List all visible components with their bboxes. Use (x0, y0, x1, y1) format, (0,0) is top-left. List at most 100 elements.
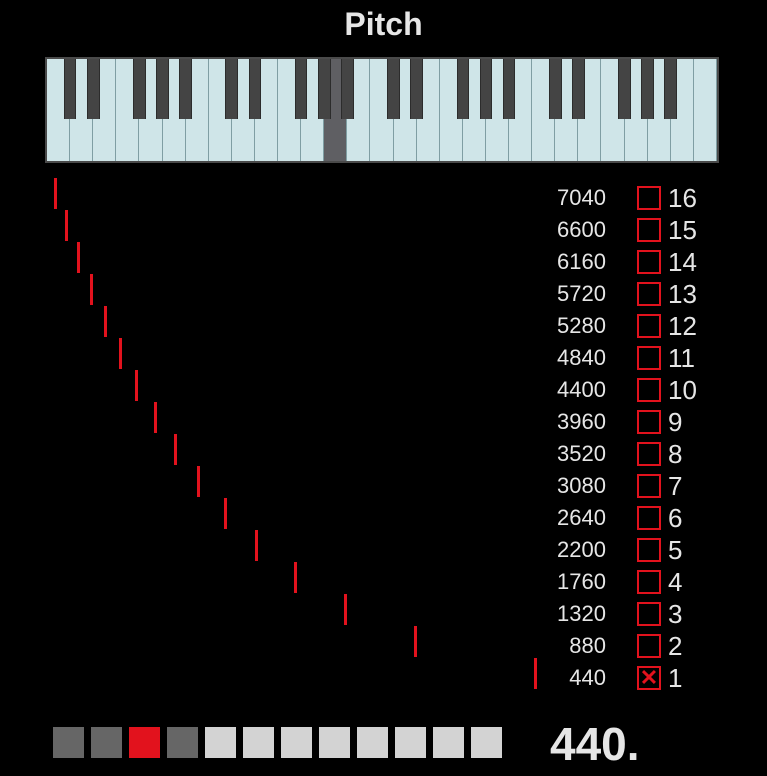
harmonic-number-label: 10 (668, 375, 697, 405)
harmonic-number-label: 4 (668, 567, 683, 597)
harmonic-number-label: 13 (668, 279, 697, 309)
piano-black-key[interactable] (548, 59, 562, 119)
selector-cell[interactable] (91, 727, 122, 758)
piano-white-key[interactable] (93, 59, 117, 161)
piano-black-key[interactable] (340, 59, 354, 119)
partial-frequency-label: 880 (569, 633, 606, 658)
piano-white-key[interactable] (255, 59, 279, 161)
harmonic-number-label: 11 (668, 343, 695, 373)
piano-white-key[interactable] (671, 59, 694, 161)
piano-black-key[interactable] (133, 59, 146, 119)
partial-pitch-line (77, 242, 81, 273)
harmonic-checkbox[interactable] (637, 474, 661, 498)
partial-frequency-label: 7040 (557, 185, 606, 210)
selector-cell[interactable] (53, 727, 84, 758)
partials-display (40, 170, 550, 710)
piano-black-key[interactable] (156, 59, 169, 119)
partial-frequency-label: 3960 (557, 409, 606, 434)
piano-white-key[interactable] (578, 59, 602, 161)
partial-frequency-label: 4840 (557, 345, 606, 370)
partial-pitch-line (174, 434, 177, 465)
harmonic-number-label: 7 (668, 471, 683, 501)
harmonic-checkbox[interactable] (637, 602, 661, 626)
piano-keyboard[interactable] (45, 57, 719, 163)
piano-black-key[interactable] (664, 59, 678, 119)
harmonic-checkbox[interactable] (637, 410, 661, 434)
harmonic-checkbox[interactable] (637, 282, 661, 306)
piano-black-key[interactable] (248, 59, 262, 119)
piano-white-key[interactable] (509, 59, 533, 161)
harmonic-checkbox[interactable]: ✕ (637, 666, 661, 690)
selector-cell[interactable] (281, 727, 312, 758)
piano-black-key[interactable] (479, 59, 493, 119)
partial-pitch-line (414, 626, 417, 657)
partial-frequency-label: 440 (569, 665, 606, 690)
piano-black-key[interactable] (179, 59, 192, 119)
selector-cell[interactable] (357, 727, 388, 758)
partial-pitch-line (54, 178, 57, 209)
partial-pitch-line (103, 306, 107, 337)
harmonic-checkbox[interactable] (637, 218, 661, 242)
harmonic-checkbox[interactable] (637, 346, 661, 370)
harmonic-checkbox[interactable] (637, 314, 661, 338)
partial-frequency-label: 2640 (557, 505, 606, 530)
check-mark-icon: ✕ (639, 665, 659, 690)
partial-frequency-label: 3080 (557, 473, 606, 498)
harmonic-checkbox[interactable] (637, 442, 661, 466)
partial-pitch-line (255, 530, 259, 561)
piano-black-key[interactable] (502, 59, 516, 119)
piano-black-key[interactable] (410, 59, 423, 119)
partial-pitch-line (294, 562, 297, 593)
selector-cell[interactable] (433, 727, 464, 758)
selector-cell[interactable] (319, 727, 350, 758)
piano-white-key[interactable] (694, 59, 717, 161)
piano-black-key[interactable] (572, 59, 585, 119)
selector-cell[interactable] (243, 727, 274, 758)
piano-white-key[interactable] (417, 59, 440, 161)
partial-frequency-label: 2200 (557, 537, 606, 562)
partial-frequency-label: 5720 (557, 281, 606, 306)
partial-pitch-line (534, 658, 537, 689)
harmonic-number-label: 16 (668, 183, 697, 213)
selector-cell[interactable] (129, 727, 160, 758)
harmonic-number-label: 12 (668, 311, 697, 341)
page-title: Pitch (344, 6, 423, 42)
piano-black-key[interactable] (317, 59, 331, 119)
piano-black-key[interactable] (63, 59, 77, 119)
partial-frequency-label: 4400 (557, 377, 606, 402)
piano-black-key[interactable] (387, 59, 400, 119)
harmonic-checkbox[interactable] (637, 538, 661, 562)
piano-white-key[interactable] (186, 59, 209, 161)
harmonic-checkbox[interactable] (637, 570, 661, 594)
harmonic-checkbox[interactable] (637, 378, 661, 402)
harmonic-number-label: 3 (668, 599, 683, 629)
selector-cell[interactable] (205, 727, 236, 758)
frequency-readout: 440. (550, 718, 640, 770)
piano-black-key[interactable] (86, 59, 100, 119)
piano-white-key[interactable] (347, 59, 371, 161)
partial-frequency-label: 3520 (557, 441, 606, 466)
harmonic-checkbox[interactable] (637, 506, 661, 530)
partial-pitch-line (223, 498, 227, 529)
partial-pitch-line (118, 338, 122, 369)
harmonic-checkbox[interactable] (637, 634, 661, 658)
harmonic-number-label: 5 (668, 535, 683, 565)
piano-black-key[interactable] (225, 59, 239, 119)
harmonic-number-label: 8 (668, 439, 683, 469)
piano-black-key[interactable] (456, 59, 470, 119)
harmonic-checkbox[interactable] (637, 186, 661, 210)
piano-black-key[interactable] (294, 59, 308, 119)
harmonic-number-label: 9 (668, 407, 683, 437)
harmonic-checkbox[interactable] (637, 250, 661, 274)
partial-frequency-label: 1760 (557, 569, 606, 594)
harmonic-number-label: 1 (668, 663, 683, 693)
selector-cell[interactable] (471, 727, 502, 758)
selector-cell[interactable] (395, 727, 426, 758)
partial-frequency-label: 5280 (557, 313, 606, 338)
piano-black-key[interactable] (618, 59, 631, 119)
piano-black-key[interactable] (641, 59, 655, 119)
harmonic-number-label: 2 (668, 631, 683, 661)
partial-pitch-line (65, 210, 69, 241)
selector-cell[interactable] (167, 727, 198, 758)
partial-frequency-label: 6600 (557, 217, 606, 242)
